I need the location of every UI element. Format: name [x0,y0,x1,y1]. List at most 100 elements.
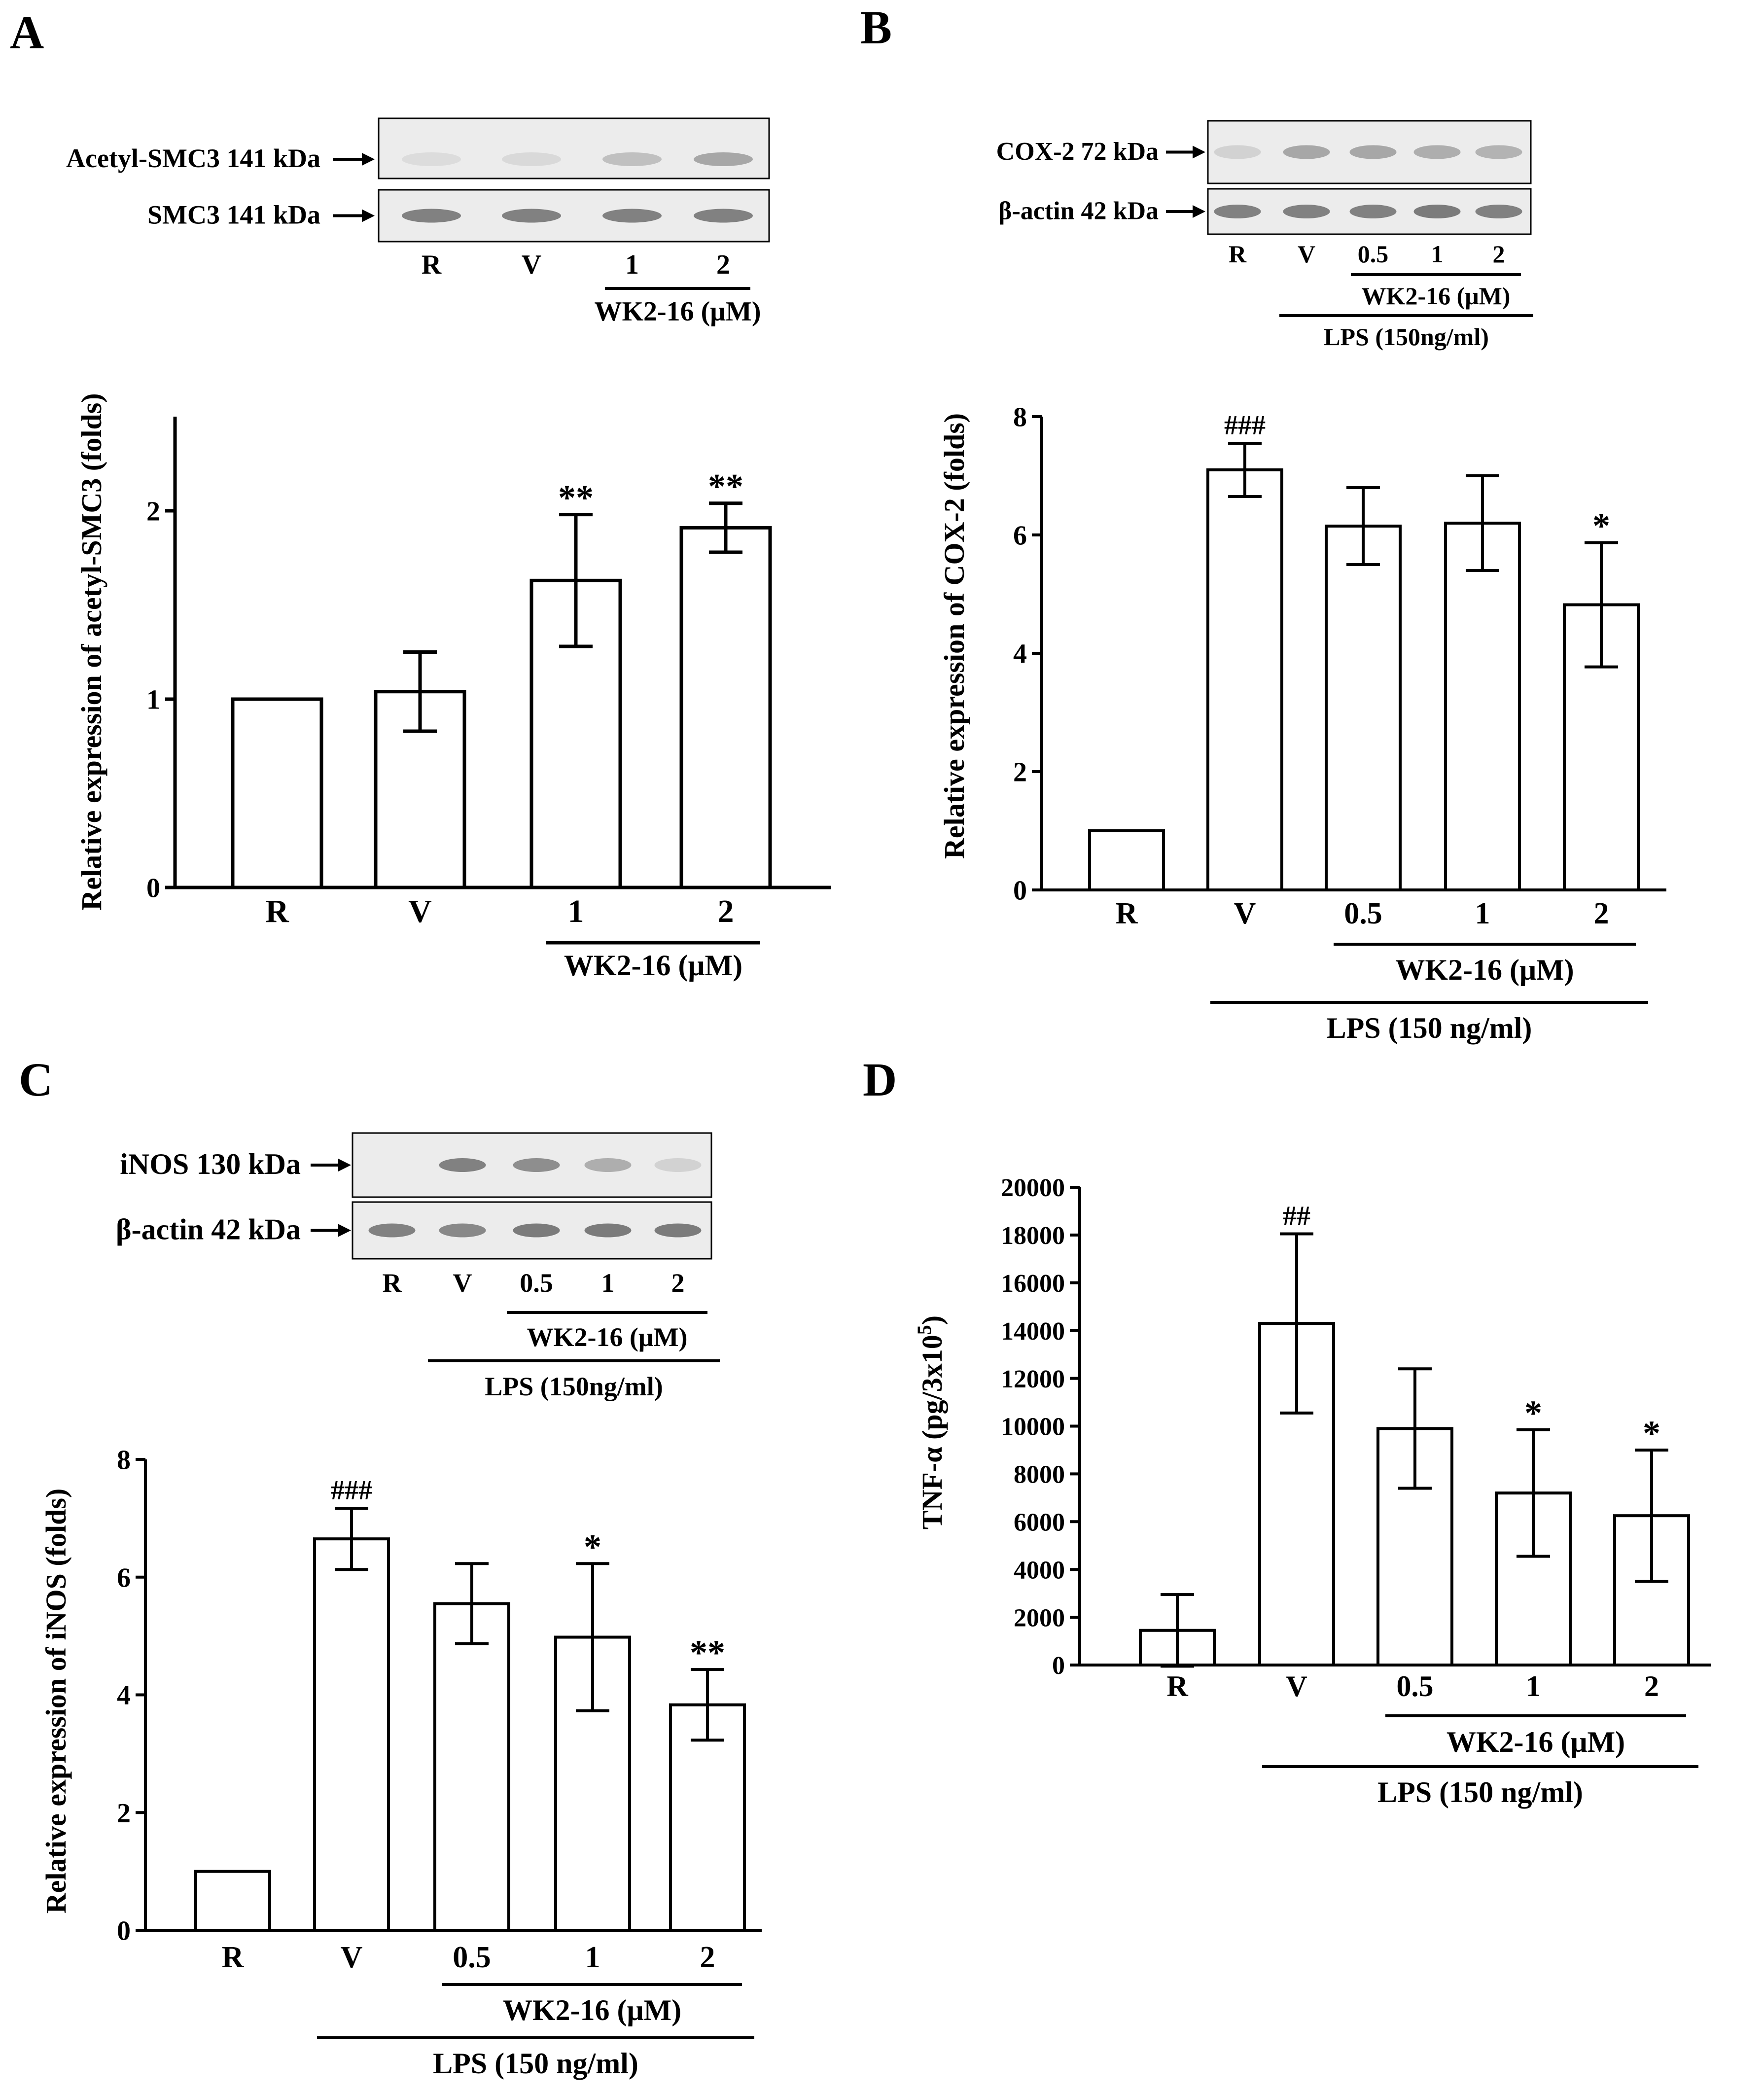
blot-row-label: β-actin 42 kDa [998,197,1159,225]
significance-label: * [584,1527,601,1566]
bar [433,1602,510,1932]
y-tick-label: 0 [146,873,160,904]
treatment-bracket-label: LPS (150 ng/ml) [1377,1776,1583,1808]
blot-strip [378,117,770,179]
category-label: 1 [568,893,584,929]
blot-lane-label: R [1229,240,1247,268]
significance-label: * [1643,1414,1660,1453]
blot-lane-label: V [453,1268,472,1298]
y-tick-label: 18000 [1001,1222,1065,1250]
panel-letter-c: C [19,1053,53,1106]
y-tick-label: 8 [117,1445,131,1476]
bar-chart-a: 0 1 2 R V ** 1 ** 2 WK2-16 (μM) Relative expressio… [75,393,831,982]
blot-band [439,1158,486,1172]
blot-band [402,152,461,166]
blot-band [368,1223,416,1238]
blot-lane-label: 0.5 [520,1268,553,1298]
blot-band [1413,145,1461,159]
bar [194,1870,271,1932]
y-axis-label: Relative expression of acetyl-SMC3 (fold… [75,393,107,910]
y-tick-label: 6 [117,1562,131,1593]
blot-panel-c: iNOS 130 kDa β-actin 42 kDa R V 0.5 1 2 WK2-16 … [116,1132,720,1401]
significance-label: * [1592,506,1610,546]
treatment-bracket-label: WK2-16 (μM) [1395,954,1574,986]
treatment-bracket-label: WK2-16 (μM) [564,949,742,982]
category-label: R [265,893,289,929]
significance-label: ** [558,478,594,518]
blot-lane-label: R [422,249,442,280]
significance-label: ** [708,467,743,506]
treatment-bracket-label: LPS (150 ng/ml) [1327,1012,1532,1044]
arrow-icon [362,152,375,166]
category-label: 0.5 [1344,897,1382,930]
bar [1088,829,1165,891]
blot-lane-label: R [383,1268,402,1298]
y-tick-label: 6000 [1014,1509,1065,1537]
significance-label: * [1524,1393,1542,1433]
y-axis-label: TNF-α (pg/3x105) [913,1315,949,1529]
y-tick-label: 8 [1013,402,1027,433]
blot-band [602,152,662,166]
category-label: 2 [1594,897,1609,930]
blot-bracket-label: WK2-16 (μM) [1362,282,1511,310]
blot-band [502,152,561,166]
blot-row-label: iNOS 130 kDa [120,1148,301,1180]
y-tick-label: 10000 [1001,1413,1065,1441]
blot-bracket-label: LPS (150ng/ml) [1324,323,1489,351]
blot-band [1475,145,1522,159]
blot-band [513,1223,560,1238]
y-tick-label: 16000 [1001,1270,1065,1298]
y-tick-label: 2 [146,496,160,527]
treatment-bracket-label: WK2-16 (μM) [1446,1726,1625,1758]
blot-lane-label: V [1298,240,1315,268]
blot-bracket-label: LPS (150ng/ml) [485,1372,663,1401]
blot-lane-label: V [522,249,541,280]
blot-band [654,1223,702,1238]
arrow-icon [338,1224,351,1237]
bar [669,1703,746,1932]
y-axis-label-superscript: 5 [913,1325,935,1335]
panel-letter-b: B [860,1,892,54]
blot-band [654,1158,702,1172]
significance-label: ### [331,1475,372,1506]
blot-band [694,152,753,166]
blot-band [1413,205,1461,218]
y-tick-label: 2 [117,1798,131,1829]
y-axis-label: Relative expression of iNOS (folds) [40,1489,72,1914]
blot-band [694,209,753,223]
blot-band [1214,145,1261,159]
blot-lane-label: 2 [716,249,730,280]
y-tick-label: 4000 [1014,1556,1065,1584]
significance-label: ** [690,1633,725,1672]
blot-band [439,1223,486,1238]
blot-band [402,209,461,223]
blot-band [1214,205,1261,218]
y-tick-label: 0 [1013,876,1027,906]
blot-band [584,1158,632,1172]
category-label: V [1234,897,1256,930]
treatment-bracket-label: LPS (150 ng/ml) [433,2047,638,2080]
y-tick-label: 12000 [1001,1365,1065,1393]
significance-label: ## [1283,1201,1310,1231]
y-tick-label: 2 [1013,757,1027,788]
category-label: V [408,893,432,929]
arrow-icon [1193,205,1205,218]
blot-band [602,209,662,223]
blot-lane-label: 0.5 [1358,240,1389,268]
y-tick-label: 0 [1052,1652,1065,1680]
category-label: 0.5 [1397,1670,1434,1702]
treatment-bracket-label: WK2-16 (μM) [503,1994,681,2026]
bar-chart-d: 0 2000 4000 6000 8000 10000 12000 14000 16000 180… [913,1174,1711,1808]
category-label: R [1166,1670,1188,1702]
blot-row-label: Acetyl-SMC3 141 kDa [66,143,320,173]
y-tick-label: 4 [1013,639,1027,670]
significance-label: ### [1224,410,1266,441]
blot-band [513,1158,560,1172]
blot-band [584,1223,632,1238]
bar [1444,522,1521,891]
blot-lane-label: 1 [625,249,639,280]
bar [1206,468,1283,891]
category-label: 1 [1526,1670,1541,1702]
blot-band [502,209,561,223]
blot-lane-label: 1 [1431,240,1444,268]
